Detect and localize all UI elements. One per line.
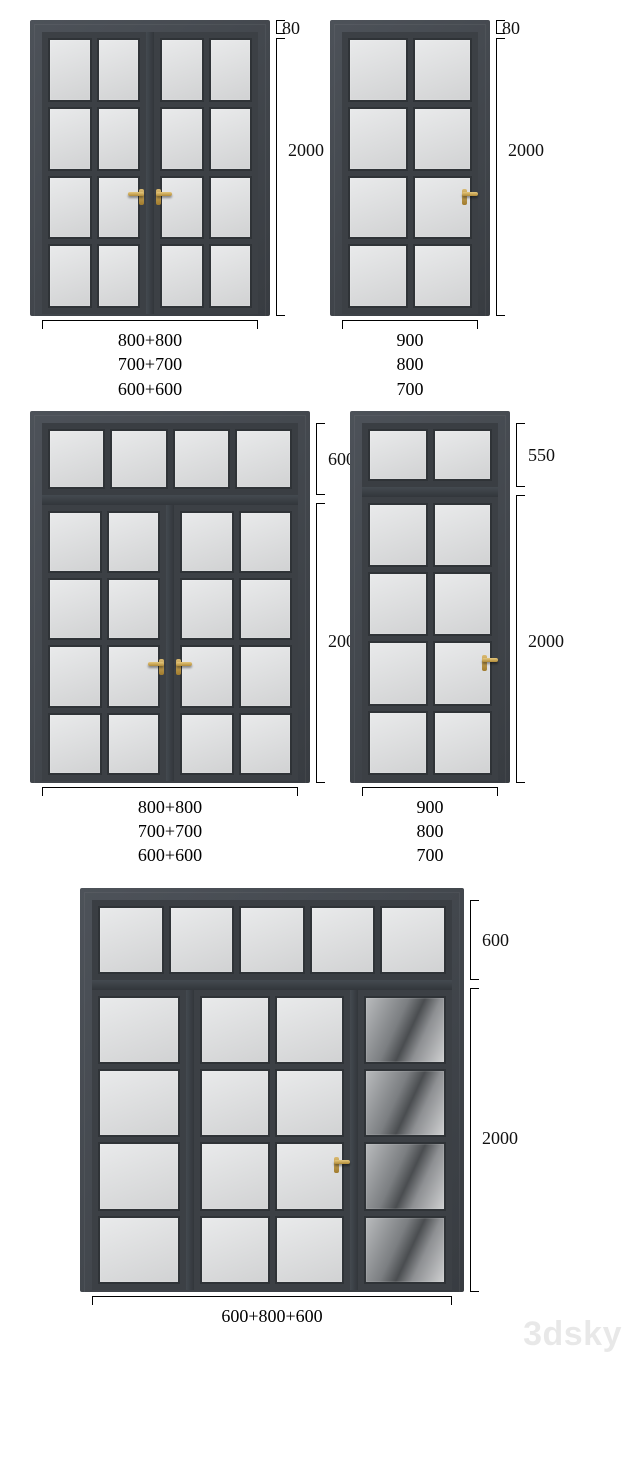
width-option: 900 (350, 795, 510, 819)
row-3: 600 2000 600+800+600 (0, 888, 640, 1328)
width-option: 600+600 (30, 843, 310, 867)
width-options: 600+800+600 (80, 1304, 464, 1328)
width-option: 700+700 (30, 819, 310, 843)
width-option: 700+700 (30, 352, 270, 376)
width-options: 800+800 700+700 600+600 (30, 328, 270, 401)
width-options: 900 800 700 (330, 328, 490, 401)
door-mid-double-transom: 600 2000 800+800 700+700 600+600 (30, 411, 310, 868)
width-options: 900 800 700 (350, 795, 510, 868)
dim-top-80: 80 (502, 18, 520, 39)
width-option: 800 (330, 352, 490, 376)
dim-top-80: 80 (282, 18, 300, 39)
dim-main-2000: 2000 (528, 631, 564, 652)
width-option: 800+800 (30, 795, 310, 819)
dim-main-2000: 2000 (482, 1128, 518, 1149)
width-option: 700 (350, 843, 510, 867)
door-top-single: 80 2000 900 800 700 (330, 20, 490, 401)
width-options: 800+800 700+700 600+600 (30, 795, 310, 868)
width-option: 800 (350, 819, 510, 843)
width-option: 600+800+600 (80, 1304, 464, 1328)
dim-main-2000: 2000 (508, 140, 544, 161)
door-bottom-triple-transom: 600 2000 600+800+600 (80, 888, 464, 1328)
dim-transom-550: 550 (528, 445, 555, 466)
door-top-double: 80 2000 800+800 700+700 600+600 (30, 20, 270, 401)
width-option: 600+600 (30, 377, 270, 401)
dim-transom-600: 600 (482, 930, 509, 951)
width-option: 900 (330, 328, 490, 352)
row-2: 600 2000 800+800 700+700 600+600 (0, 411, 640, 868)
width-option: 700 (330, 377, 490, 401)
door-mid-single-transom: 550 2000 900 800 700 (350, 411, 510, 868)
door-spec-sheet: 80 2000 800+800 700+700 600+600 (0, 0, 640, 1368)
width-option: 800+800 (30, 328, 270, 352)
row-1: 80 2000 800+800 700+700 600+600 (0, 20, 640, 401)
dim-main-2000: 2000 (288, 140, 324, 161)
